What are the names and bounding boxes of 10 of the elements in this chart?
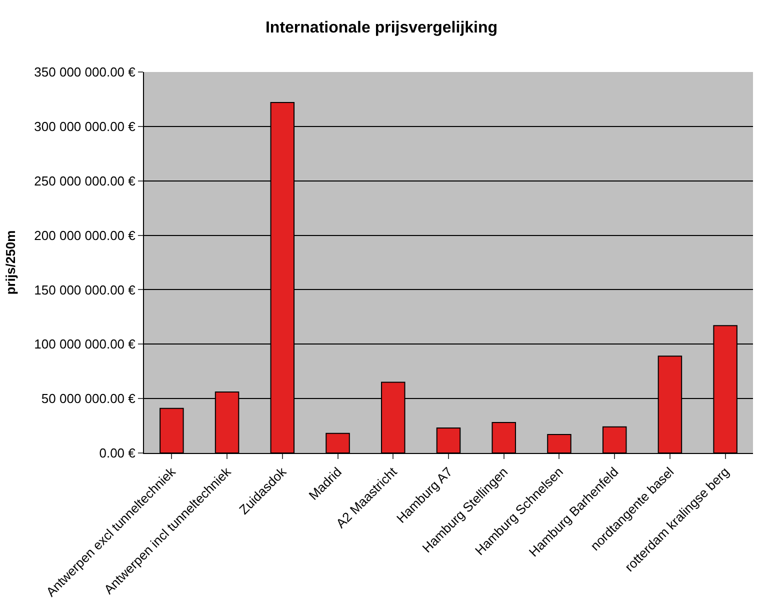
y-tick-label: 250 000 000.00 € [34, 173, 136, 188]
chart-title: Internationale prijsvergelijking [265, 20, 498, 37]
y-tick-label: 200 000 000.00 € [34, 228, 136, 243]
y-tick-label: 150 000 000.00 € [34, 282, 136, 298]
y-tick-label: 100 000 000.00 € [34, 336, 136, 352]
y-tick-label: 50 000 000.00 € [41, 391, 136, 406]
y-tick-label: 300 000 000.00 € [34, 118, 136, 134]
y-axis-title: prijs/250m [3, 230, 18, 295]
y-tick-label: 0.00 € [99, 446, 136, 461]
y-tick-label: 350 000 000.00 € [34, 64, 136, 80]
